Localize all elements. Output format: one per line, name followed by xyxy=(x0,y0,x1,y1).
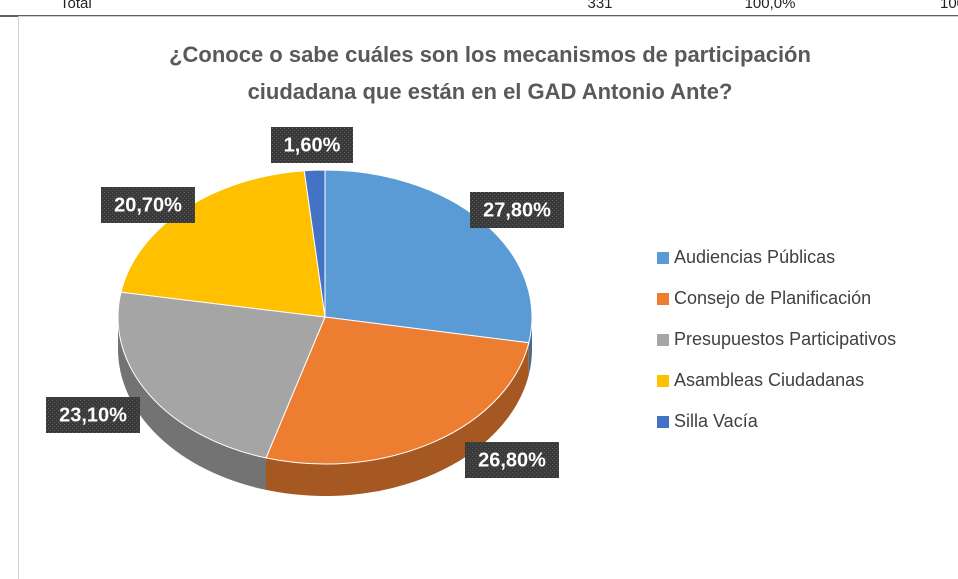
data-label: 1,60% xyxy=(284,134,341,156)
data-label-box xyxy=(46,397,140,433)
legend-swatch xyxy=(657,293,669,305)
chart-title: ¿Conoce o sabe cuáles son los mecanismos… xyxy=(169,42,811,67)
row-cell: 100 xyxy=(940,0,958,12)
data-label-box xyxy=(470,192,564,228)
legend-label: Audiencias Públicas xyxy=(674,247,835,267)
slice-side xyxy=(117,317,267,490)
legend-label: Silla Vacía xyxy=(674,411,759,431)
data-label-box xyxy=(465,442,559,478)
data-label-box xyxy=(101,187,195,223)
data-label-box xyxy=(271,127,353,163)
row-cell: Total xyxy=(60,0,92,12)
slice xyxy=(265,316,530,465)
legend-swatch xyxy=(657,252,669,264)
data-label: 27,80% xyxy=(483,199,551,221)
legend-swatch xyxy=(657,375,669,387)
legend-label: Consejo de Planificación xyxy=(674,288,871,308)
slice xyxy=(303,169,326,318)
row-cell: 100,0% xyxy=(745,0,796,12)
chart-title: ciudadana que están en el GAD Antonio An… xyxy=(248,79,733,104)
data-label: 26,80% xyxy=(478,449,546,471)
legend: Audiencias Públicas Consejo de Planificac… xyxy=(657,247,896,431)
legend-swatch xyxy=(657,334,669,346)
legend-swatch xyxy=(657,416,669,428)
slice-side xyxy=(266,342,529,496)
row-cell: 331 xyxy=(587,0,612,12)
pie xyxy=(117,169,533,496)
legend-label: Presupuestos Participativos xyxy=(674,329,896,349)
table-row: Total 331 100,0% 100 xyxy=(60,0,958,12)
data-labels: 27,80% 26,80% 23,10% 20,70% 1,60% xyxy=(46,127,564,478)
data-label: 20,70% xyxy=(114,194,182,216)
data-label: 23,10% xyxy=(59,404,127,426)
slice xyxy=(117,291,326,459)
chart-frame xyxy=(18,16,958,579)
legend-label: Asambleas Ciudadanas xyxy=(674,370,864,390)
